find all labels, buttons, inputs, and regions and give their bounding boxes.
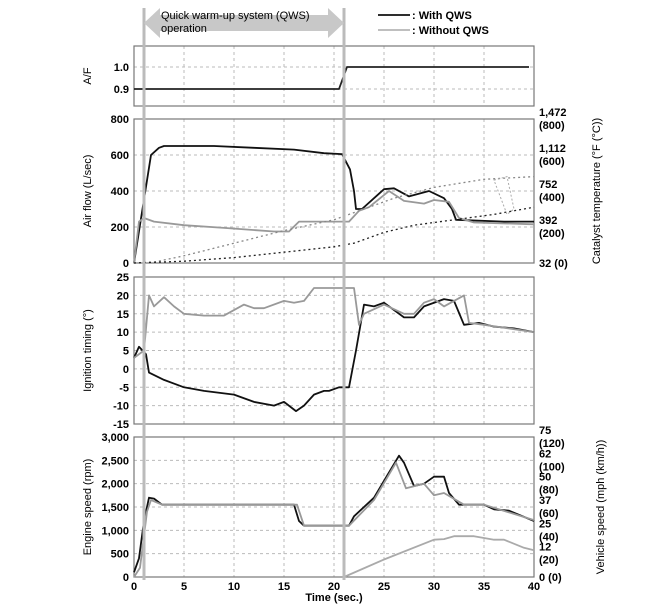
y-tick-label-right: 32 (0) — [539, 258, 568, 270]
y-tick-label-right: 50 — [539, 472, 551, 484]
y-tick-label-right: 752 — [539, 179, 557, 191]
series-line — [133, 145, 534, 264]
y-axis-label-right: Catalyst temperature (°F (°C)) — [591, 118, 603, 264]
panel-engine: 0 500 1,000 1,500 2,000 2,500 3,000 0 (0) 12(20)… — [82, 425, 607, 584]
y-tick-label: 400 — [111, 186, 129, 198]
panel-frame — [133, 45, 535, 107]
series-line — [133, 206, 535, 264]
y-tick-label-right: 1,472 — [539, 107, 567, 119]
y-tick-label-right: (20) — [539, 555, 559, 567]
panel-frame — [133, 436, 535, 578]
y-tick-label-right: 62 — [539, 448, 551, 460]
y-tick-label: 1.0 — [114, 62, 129, 74]
panel-frame — [133, 118, 535, 264]
y-tick-label: 600 — [111, 150, 129, 162]
y-tick-label: 20 — [117, 290, 129, 302]
y-tick-label: -15 — [113, 419, 129, 431]
y-tick-label: 0 — [123, 364, 129, 376]
series-line — [133, 175, 535, 264]
x-tick-label: 0 — [131, 581, 137, 593]
y-tick-label: 2,000 — [101, 479, 129, 491]
double-arrow-icon — [144, 8, 344, 38]
y-axis-label: A/F — [82, 67, 94, 84]
y-tick-label-right: (800) — [539, 120, 565, 132]
y-tick-label: 0 — [123, 572, 129, 584]
panel-frame — [133, 276, 535, 425]
y-tick-label: 15 — [117, 309, 129, 321]
y-tick-label: 500 — [111, 549, 129, 561]
y-tick-label-right: (120) — [539, 438, 565, 450]
y-tick-label-right: (400) — [539, 192, 565, 204]
y-axis-label: Air flow (L/sec) — [82, 155, 94, 228]
y-tick-label: 1,000 — [101, 525, 129, 537]
series-line — [343, 535, 535, 578]
y-tick-label: 800 — [111, 114, 129, 126]
x-tick-label: 20 — [328, 581, 340, 593]
y-tick-label-right: 0 (0) — [539, 572, 562, 584]
y-tick-label: 200 — [111, 222, 129, 234]
y-tick-label-right: (60) — [539, 508, 559, 520]
y-tick-label: -10 — [113, 401, 129, 413]
x-tick-label: 10 — [228, 581, 240, 593]
series-line — [133, 287, 535, 359]
annotation-text: Quick warm-up system (QWS) — [161, 10, 310, 22]
x-axis-label: Time (sec.) — [305, 592, 363, 604]
series-line — [134, 66, 529, 90]
legend-label: : Without QWS — [412, 25, 489, 37]
y-tick-label: 1,500 — [101, 502, 129, 514]
series-line — [133, 461, 535, 578]
series-line — [133, 190, 535, 264]
y-tick-label: 0 — [123, 258, 129, 270]
y-tick-label: 0.9 — [114, 84, 129, 96]
x-tick-label: 5 — [181, 581, 187, 593]
legend-label: : With QWS — [412, 10, 472, 22]
y-axis-label: Ignition timing (°) — [82, 309, 94, 392]
y-tick-label: -5 — [119, 382, 129, 394]
y-tick-label: 5 — [123, 346, 129, 358]
series-line — [133, 298, 535, 413]
y-tick-label: 25 — [117, 272, 129, 284]
y-tick-label-right: (600) — [539, 156, 565, 168]
x-tick-label: 25 — [378, 581, 390, 593]
y-tick-label-right: 392 — [539, 215, 557, 227]
y-tick-label-right: (80) — [539, 485, 559, 497]
y-tick-label-right: (200) — [539, 228, 565, 240]
x-tick-label: 35 — [478, 581, 490, 593]
y-tick-label-right: 37 — [539, 495, 551, 507]
x-tick-label: 15 — [278, 581, 290, 593]
x-tick-label: 30 — [428, 581, 440, 593]
y-tick-label: 3,000 — [101, 432, 129, 444]
x-tick-label: 40 — [528, 581, 540, 593]
y-tick-label: 2,500 — [101, 455, 129, 467]
annotation-text: operation — [161, 23, 207, 35]
y-tick-label-right: (100) — [539, 461, 565, 473]
y-axis-label-right: Vehicle speed (mph (km/h)) — [595, 440, 607, 575]
panel-ignition: -15 -10 -5 0 5 10 15 20 25 Ignition timing (°) — [82, 272, 535, 431]
y-axis-label: Engine speed (rpm) — [82, 459, 94, 556]
panel-af: 0.9 1.0 A/F — [82, 45, 535, 107]
y-tick-label-right: 25 — [539, 518, 551, 530]
panel-airflow: 0 200 400 600 800 32 (0) 392(200) 752(400) 1,112… — [82, 107, 603, 270]
annotation-outline — [493, 175, 515, 216]
y-tick-label-right: 1,112 — [539, 143, 566, 155]
y-tick-label-right: (40) — [539, 531, 559, 543]
y-tick-label-right: 75 — [539, 425, 551, 437]
y-tick-label-right: 12 — [539, 542, 551, 554]
y-tick-label: 10 — [117, 327, 129, 339]
